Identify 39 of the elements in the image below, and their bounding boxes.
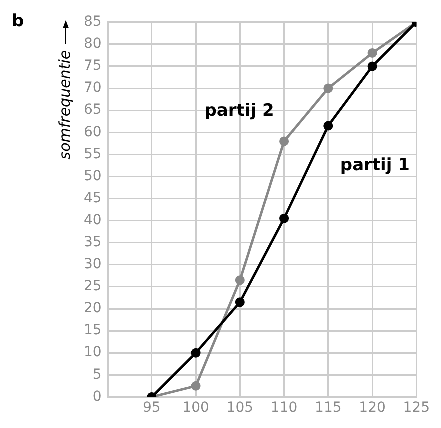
y-tick-label: 25 xyxy=(84,278,102,295)
x-tick-label: 115 xyxy=(315,400,342,416)
y-tick-label: 20 xyxy=(84,300,102,317)
series-label: partij 1 xyxy=(340,155,410,176)
y-tick-label: 35 xyxy=(84,234,102,251)
y-tick-label: 30 xyxy=(84,256,102,273)
x-tick-label: 110 xyxy=(270,400,298,416)
y-tick-label: 65 xyxy=(84,102,102,118)
y-tick-label: 45 xyxy=(84,190,102,206)
x-tick-label: 95 xyxy=(143,400,161,416)
point xyxy=(191,348,201,358)
y-axis-title: somfrequentie xyxy=(56,50,74,160)
y-tick-label: 80 xyxy=(84,36,102,52)
y-tick-label: 5 xyxy=(92,366,102,383)
y-tick-label: 70 xyxy=(84,80,102,96)
x-tick-label: 105 xyxy=(226,400,254,416)
x-tick-label: 125 xyxy=(403,400,430,416)
x-tick-label: 120 xyxy=(359,400,386,416)
point xyxy=(324,121,334,131)
y-tick-label: 10 xyxy=(84,344,102,361)
point xyxy=(235,298,245,308)
y-tick-label: 75 xyxy=(84,58,102,74)
y-tick-label: 60 xyxy=(84,124,102,140)
point xyxy=(235,276,245,286)
y-tick-label: 40 xyxy=(84,212,102,228)
y-tick-label: 50 xyxy=(84,168,102,184)
point xyxy=(280,214,290,224)
point xyxy=(368,48,378,58)
series-label: partij 2 xyxy=(204,100,274,121)
y-tick-label: 15 xyxy=(84,322,102,339)
point xyxy=(280,136,290,146)
x-tick-label: 100 xyxy=(182,400,210,416)
y-tick-label: 0 xyxy=(92,388,102,405)
text: b xyxy=(12,11,24,32)
point xyxy=(191,381,201,391)
y-tick-label: 55 xyxy=(84,146,102,162)
point xyxy=(368,62,378,72)
point xyxy=(324,84,334,94)
y-tick-label: 85 xyxy=(84,14,102,30)
